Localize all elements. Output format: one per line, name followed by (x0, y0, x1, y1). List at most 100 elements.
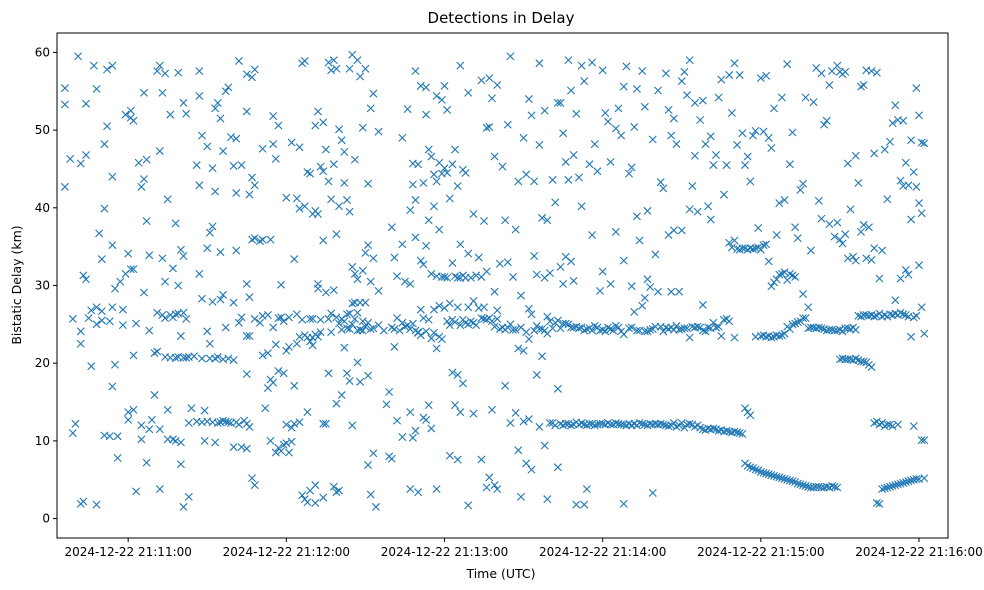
data-point (522, 328, 531, 337)
data-point (390, 342, 399, 351)
data-point (419, 260, 428, 269)
data-point (458, 379, 467, 388)
data-point (132, 319, 141, 328)
data-point (195, 181, 204, 190)
data-point (482, 123, 491, 132)
data-point (221, 323, 230, 332)
data-point (477, 455, 486, 464)
data-point (854, 178, 863, 187)
data-point (514, 344, 523, 353)
data-point (717, 75, 726, 84)
data-point (300, 202, 309, 211)
data-point (893, 480, 902, 489)
data-point (519, 346, 528, 355)
data-point (735, 70, 744, 79)
data-point (598, 66, 607, 75)
data-point (208, 297, 217, 306)
data-point (242, 332, 251, 340)
data-point (793, 234, 802, 243)
data-point (680, 324, 689, 333)
data-point (685, 56, 694, 65)
data-point (611, 124, 620, 133)
data-point (419, 178, 428, 187)
data-point (350, 314, 359, 323)
data-point (920, 436, 929, 445)
data-point (896, 176, 905, 185)
data-point (640, 293, 649, 302)
data-point (324, 314, 333, 323)
data-point (683, 324, 692, 333)
data-point (111, 360, 119, 369)
data-point (493, 314, 502, 323)
data-point (559, 129, 568, 138)
data-point (580, 77, 589, 86)
data-point (176, 245, 185, 254)
data-point (870, 312, 879, 321)
data-point (327, 195, 336, 204)
data-point (899, 116, 908, 125)
data-point (250, 65, 259, 74)
data-point (414, 160, 423, 169)
data-point (435, 301, 444, 310)
data-point (303, 408, 312, 417)
data-point (561, 419, 570, 428)
y-tick-label: 50 (35, 123, 50, 137)
data-point (912, 311, 921, 320)
data-point (490, 481, 499, 490)
data-point (464, 501, 473, 510)
data-point (358, 326, 367, 335)
data-point (319, 236, 328, 245)
data-point (601, 109, 610, 118)
data-point (245, 332, 254, 340)
data-point (369, 324, 378, 333)
data-point (669, 226, 678, 235)
data-point (263, 349, 272, 358)
data-point (424, 401, 433, 410)
data-point (335, 486, 344, 495)
data-point (406, 408, 415, 417)
data-point (274, 121, 283, 130)
data-point (292, 339, 301, 348)
data-point (448, 258, 457, 267)
data-point (406, 485, 415, 494)
data-point (369, 449, 378, 458)
data-point (822, 116, 831, 125)
data-point (427, 269, 436, 278)
data-point (875, 499, 884, 508)
data-point (891, 296, 900, 305)
data-point (284, 342, 293, 351)
data-point (411, 233, 420, 242)
data-point (105, 432, 114, 441)
data-point (419, 314, 428, 323)
data-point (132, 487, 141, 496)
data-point (712, 150, 721, 159)
data-point (706, 215, 715, 224)
y-tick-label: 60 (35, 45, 50, 59)
data-point (432, 485, 441, 494)
data-point (730, 59, 739, 68)
data-point (174, 68, 183, 77)
data-point (548, 324, 557, 333)
data-point (255, 318, 264, 327)
data-point (306, 337, 315, 346)
data-point (163, 195, 172, 204)
data-point (748, 131, 757, 140)
data-point (814, 323, 823, 332)
data-point (545, 269, 554, 278)
data-point (748, 244, 757, 253)
data-point (501, 216, 510, 225)
data-point (588, 58, 597, 67)
data-point (361, 64, 370, 73)
data-point (751, 244, 760, 253)
data-point (187, 404, 196, 413)
data-point (567, 421, 576, 430)
data-point (625, 324, 634, 333)
data-point (917, 303, 926, 312)
data-point (661, 69, 670, 78)
data-point (248, 73, 257, 82)
data-point (393, 416, 402, 425)
data-point (514, 446, 523, 455)
data-point (321, 145, 330, 154)
data-point (569, 150, 578, 159)
data-point (466, 317, 475, 326)
